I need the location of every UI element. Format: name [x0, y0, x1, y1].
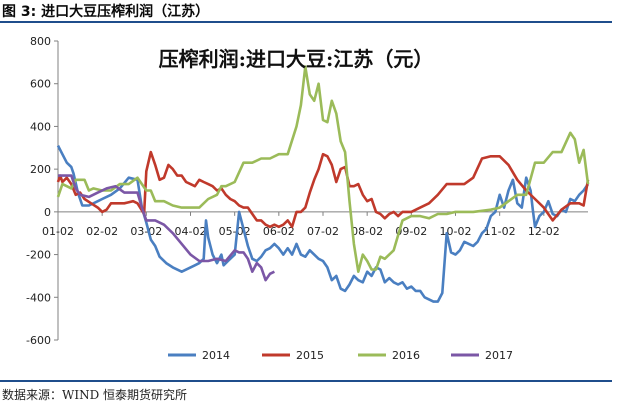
x-tick-label: 01-02 [42, 225, 74, 238]
y-tick-label: 0 [44, 206, 51, 219]
series-line-2016 [56, 65, 590, 273]
series-line-2017 [58, 174, 275, 282]
x-tick-label: 10-02 [440, 225, 472, 238]
series-lines [56, 65, 590, 303]
legend-label-2016: 2016 [392, 349, 420, 362]
y-tick-label: -600 [26, 334, 51, 347]
figure-title: 图 3: 进口大豆压榨利润（江苏） [2, 4, 210, 20]
x-tick-label: 04-02 [175, 225, 207, 238]
figure-header: 图 3: 进口大豆压榨利润（江苏） [0, 0, 624, 23]
chart-title: 压榨利润:进口大豆:江苏（元） [159, 47, 434, 71]
y-tick-label: 600 [30, 78, 51, 91]
legend-label-2014: 2014 [202, 349, 230, 362]
line-chart: -600 -400 -200 0 200 400 600 800 01-02 02-02 03-02… [26, 35, 590, 362]
x-tick-label: 02-02 [86, 225, 118, 238]
x-tick-label: 12-02 [528, 225, 560, 238]
axes: -600 -400 -200 0 200 400 600 800 01-02 02-02 03-02… [26, 35, 588, 347]
legend-label-2017: 2017 [485, 349, 513, 362]
x-tick-label: 03-02 [130, 225, 162, 238]
y-tick-label: 800 [30, 35, 51, 48]
x-tick-label: 08-02 [351, 225, 383, 238]
legend-label-2015: 2015 [296, 349, 324, 362]
x-tick-label: 06-02 [263, 225, 295, 238]
footer-rule [0, 380, 612, 382]
y-tick-label: 400 [30, 120, 51, 133]
x-tick-label: 11-02 [484, 225, 516, 238]
header-rule [0, 21, 612, 23]
x-tick-label: 07-02 [307, 225, 339, 238]
y-tick-label: -200 [26, 249, 51, 262]
legend: 2014 2015 2016 2017 [168, 349, 513, 362]
source-note: 数据来源：WIND 恒泰期货研究所 [2, 388, 188, 402]
series-line-2014 [56, 145, 590, 303]
y-tick-label: 200 [30, 163, 51, 176]
y-tick-label: -400 [26, 291, 51, 304]
x-tick-label: 09-02 [395, 225, 427, 238]
